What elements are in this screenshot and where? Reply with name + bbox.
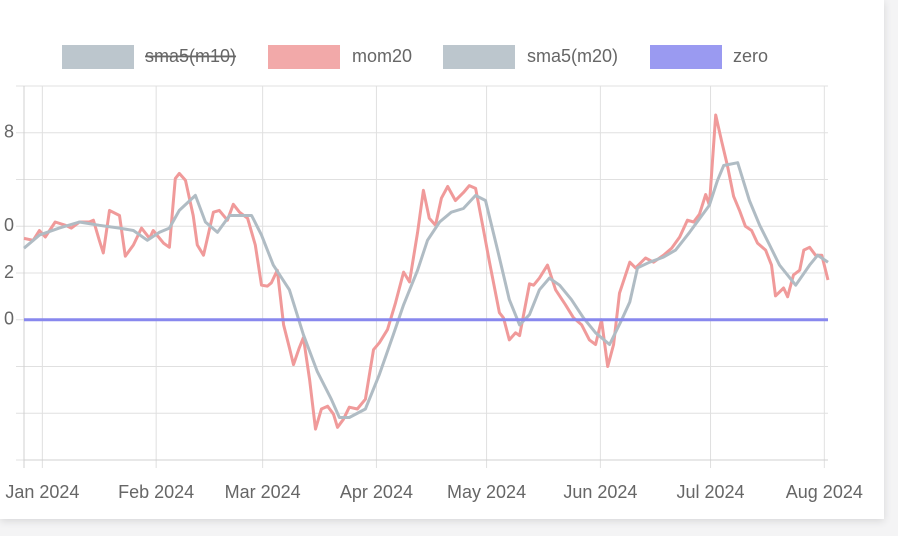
legend-label[interactable]: sma5(m10) [145, 46, 236, 66]
x-tick-label: Jun 2024 [563, 482, 637, 502]
legend-label[interactable]: mom20 [352, 46, 412, 66]
y-tick-label: 0 [4, 309, 14, 329]
legend-label[interactable]: sma5(m20) [527, 46, 618, 66]
x-tick-label: Feb 2024 [118, 482, 194, 502]
x-tick-label: Apr 2024 [340, 482, 413, 502]
x-tick-label: Jul 2024 [676, 482, 744, 502]
legend-swatch[interactable] [443, 45, 515, 69]
line [23, 161, 829, 419]
x-tick-label: Mar 2024 [225, 482, 301, 502]
legend-swatch[interactable] [268, 45, 340, 69]
x-tick-label: May 2024 [447, 482, 526, 502]
y-tick-label: 8 [4, 122, 14, 142]
legend-swatch[interactable] [650, 45, 722, 69]
legend-label[interactable]: zero [733, 46, 768, 66]
line [23, 113, 830, 431]
y-tick-label: 0 [4, 215, 14, 235]
x-tick-label: Aug 2024 [786, 482, 863, 502]
x-tick-label: Jan 2024 [5, 482, 79, 502]
y-tick-label: 2 [4, 262, 14, 282]
legend-swatch[interactable] [62, 45, 134, 69]
